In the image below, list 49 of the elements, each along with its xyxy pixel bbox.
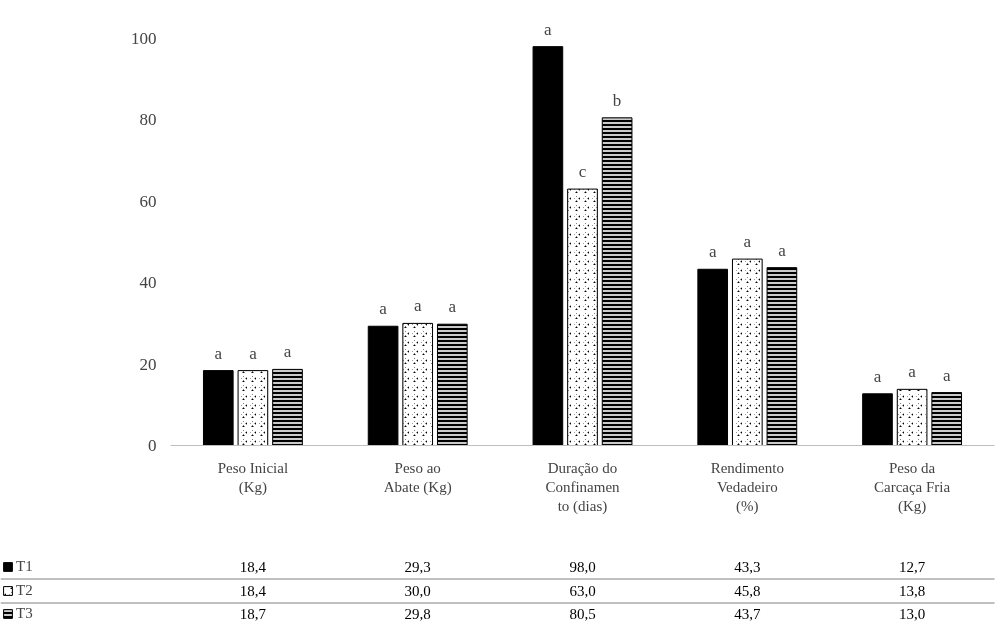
bar xyxy=(862,393,893,446)
data-label: 80,5 xyxy=(569,605,596,622)
annotation: a xyxy=(413,296,422,316)
y-tick-label: 80 xyxy=(139,110,157,130)
data-label: 18,7 xyxy=(239,605,267,622)
x-tick-label: Rendimento Vedadeiro (%) xyxy=(710,459,784,515)
data-label: 43,3 xyxy=(734,558,761,575)
data-label: 98,0 xyxy=(569,558,596,575)
x-tick-label: Peso Inicial (Kg) xyxy=(217,459,289,496)
legend-label: T1 xyxy=(16,556,34,576)
annotation: a xyxy=(214,343,223,363)
annotation: a xyxy=(743,232,752,252)
annotation: a xyxy=(873,366,882,386)
y-tick-label: 60 xyxy=(139,191,157,211)
x-tick-label: Peso da Carcaça Fria (Kg) xyxy=(874,459,951,515)
x-tick-label: Duração do Confinamen to (dias) xyxy=(545,459,621,515)
data-label: 43,7 xyxy=(734,605,761,622)
data-label: 13,8 xyxy=(898,582,926,599)
legend-label: T3 xyxy=(16,603,34,623)
annotation: a xyxy=(908,362,917,382)
data-label: 18,4 xyxy=(239,558,267,575)
y-tick-label: 40 xyxy=(139,273,157,293)
data-label: 12,7 xyxy=(898,558,926,575)
data-label: 13,0 xyxy=(898,605,926,622)
annotation: a xyxy=(249,343,258,363)
data-label: 45,8 xyxy=(734,582,761,599)
annotation: a xyxy=(544,19,553,39)
y-tick-label: 100 xyxy=(131,29,157,48)
x-tick-label: Peso ao Abate (Kg) xyxy=(383,459,452,496)
annotation: c xyxy=(578,162,587,182)
annotation: a xyxy=(942,365,951,385)
data-label: 29,8 xyxy=(404,605,431,622)
annotation: a xyxy=(778,240,787,260)
y-tick-label: 20 xyxy=(139,354,157,374)
data-label: 18,4 xyxy=(239,582,267,599)
bar xyxy=(202,370,234,446)
annotation: b xyxy=(612,90,622,110)
data-label: 63,0 xyxy=(569,582,596,599)
annotation: a xyxy=(708,242,717,262)
annotation: a xyxy=(448,297,457,317)
data-label: 30,0 xyxy=(404,582,431,599)
annotation: a xyxy=(379,299,388,319)
annotation: a xyxy=(283,342,292,362)
data-label: 29,3 xyxy=(404,558,431,575)
bar xyxy=(367,325,399,446)
legend-label: T2 xyxy=(16,580,34,600)
bar xyxy=(697,268,729,446)
y-tick-label: 0 xyxy=(148,436,157,455)
bar xyxy=(532,46,564,446)
